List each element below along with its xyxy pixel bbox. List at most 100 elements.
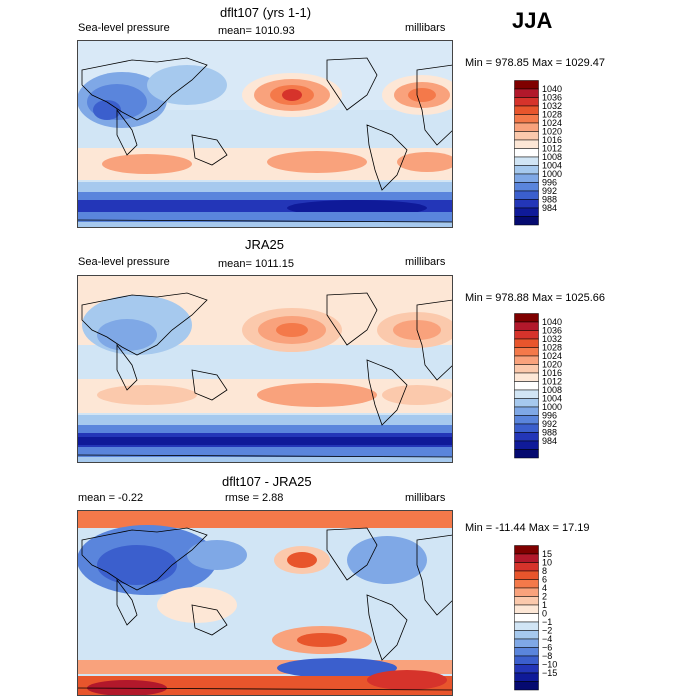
colorbar-box [514, 570, 539, 580]
season-label: JJA [512, 8, 553, 33]
panel-2-minmax: Min = 978.88 Max = 1025.66 [465, 292, 606, 304]
colorbar-box [514, 372, 539, 382]
colorbar-box [514, 347, 539, 357]
colorbar-box [514, 389, 539, 399]
colorbar-tick-label: 1032 [542, 334, 562, 344]
colorbar-box [514, 449, 539, 459]
panel-3-units-label: millibars [405, 492, 446, 504]
colorbar-box [514, 638, 539, 648]
colorbar-tick-label: −1 [542, 617, 552, 627]
colorbar-tick-label: 1012 [542, 377, 562, 387]
colorbar-box [514, 148, 539, 158]
panel-2-title: JRA25 [245, 237, 285, 252]
colorbar-tick-label: 1000 [542, 169, 562, 179]
colorbar-box [514, 630, 539, 640]
colorbar-tick-label: 0 [542, 609, 547, 619]
colorbar-box [514, 330, 539, 340]
colorbar-box [514, 440, 539, 450]
colorbar-tick-label: 1028 [542, 343, 562, 353]
panel-2-units-label: millibars [405, 256, 446, 268]
panel-2-variable-label: Sea-level pressure [78, 256, 170, 268]
colorbar-tick-label: 1004 [542, 394, 562, 404]
colorbar-box [514, 655, 539, 665]
colorbar-box [514, 321, 539, 331]
colorbar-box [514, 553, 539, 563]
colorbar-tick-label: 1000 [542, 402, 562, 412]
panel-2-colorbar: 1040103610321028102410201016101210081004… [514, 313, 562, 459]
colorbar-tick-label: 988 [542, 195, 557, 205]
colorbar-box [514, 313, 539, 323]
colorbar-box [514, 647, 539, 657]
colorbar-box [514, 672, 539, 682]
colorbar-tick-label: 6 [542, 575, 547, 585]
colorbar-box [514, 664, 539, 674]
colorbar-box [514, 562, 539, 572]
colorbar-tick-label: 10 [542, 558, 552, 568]
colorbar-tick-label: 996 [542, 411, 557, 421]
colorbar-box [514, 114, 539, 124]
colorbar-box [514, 587, 539, 597]
colorbar-tick-label: −6 [542, 643, 552, 653]
colorbar-box [514, 139, 539, 149]
colorbar-tick-label: 1036 [542, 93, 562, 103]
colorbar-box [514, 398, 539, 408]
colorbar-box [514, 613, 539, 623]
colorbar-box [514, 621, 539, 631]
colorbar-tick-label: 1004 [542, 161, 562, 171]
colorbar-box [514, 122, 539, 132]
colorbar-tick-label: −15 [542, 668, 557, 678]
colorbar-box [514, 381, 539, 391]
colorbar-tick-label: 1012 [542, 144, 562, 154]
colorbar-tick-label: 4 [542, 583, 547, 593]
colorbar-tick-label: 1024 [542, 118, 562, 128]
colorbar-tick-label: 8 [542, 566, 547, 576]
colorbar-tick-label: 996 [542, 178, 557, 188]
colorbar-tick-label: 1008 [542, 385, 562, 395]
colorbar-tick-label: 1036 [542, 326, 562, 336]
panel-1-variable-label: Sea-level pressure [78, 22, 170, 34]
colorbar-box [514, 423, 539, 433]
colorbar-box [514, 406, 539, 416]
colorbar-tick-label: 984 [542, 436, 557, 446]
colorbar-box [514, 432, 539, 442]
colorbar-box [514, 190, 539, 200]
colorbar-tick-label: 1028 [542, 110, 562, 120]
panel-1-colorbar: 1040103610321028102410201016101210081004… [514, 80, 562, 226]
panel-2-mean-label: mean= 1011.15 [218, 258, 294, 270]
colorbar-tick-label: 1 [542, 600, 547, 610]
colorbar-box [514, 604, 539, 614]
colorbar-tick-label: 992 [542, 419, 557, 429]
panel-2-map [77, 275, 453, 463]
colorbar-tick-label: 1040 [542, 84, 562, 94]
colorbar-tick-label: 1024 [542, 351, 562, 361]
panel-1-mean-label: mean= 1010.93 [218, 25, 295, 37]
colorbar-tick-label: 1016 [542, 135, 562, 145]
colorbar-tick-label: −8 [542, 651, 552, 661]
colorbar-tick-label: −2 [542, 626, 552, 636]
colorbar-tick-label: −10 [542, 660, 557, 670]
panel-1-units-label: millibars [405, 22, 446, 34]
panel-3-mean-label: mean = -0.22 [78, 492, 144, 504]
colorbar-tick-label: 984 [542, 203, 557, 213]
colorbar-tick-label: 1016 [542, 368, 562, 378]
colorbar-box [514, 131, 539, 141]
colorbar-tick-label: 1040 [542, 317, 562, 327]
colorbar-box [514, 338, 539, 348]
panel-1-minmax: Min = 978.85 Max = 1029.47 [465, 57, 606, 69]
colorbar-box [514, 105, 539, 115]
colorbar-box [514, 182, 539, 192]
colorbar-tick-label: 1032 [542, 101, 562, 111]
colorbar-box [514, 355, 539, 365]
colorbar-box [514, 545, 539, 555]
panel-1-title: dflt107 (yrs 1-1) [220, 5, 312, 20]
colorbar-box [514, 579, 539, 589]
colorbar-box [514, 207, 539, 217]
colorbar-tick-label: 1020 [542, 360, 562, 370]
colorbar-box [514, 596, 539, 606]
panel-1-map [77, 40, 453, 228]
colorbar-box [514, 415, 539, 425]
colorbar-box [514, 156, 539, 166]
colorbar-box [514, 681, 539, 691]
colorbar-box [514, 80, 539, 90]
